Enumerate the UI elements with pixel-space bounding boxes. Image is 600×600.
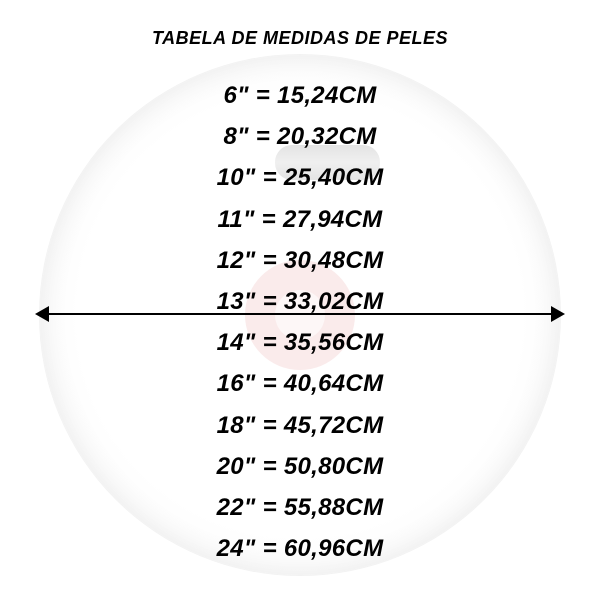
inches-value: 8" <box>223 123 248 150</box>
inches-value: 18" <box>217 412 256 439</box>
measurement-row: 14" = 35,56CM <box>0 331 600 355</box>
cm-value: 27,94CM <box>283 206 382 233</box>
measurement-row: 8" = 20,32CM <box>0 125 600 149</box>
measurement-list: 6" = 15,24CM 8" = 20,32CM 10" = 25,40CM … <box>0 84 600 578</box>
measurement-row: 20" = 50,80CM <box>0 455 600 479</box>
inches-value: 24" <box>217 535 256 562</box>
cm-value: 40,64CM <box>284 370 383 397</box>
cm-value: 55,88CM <box>284 494 383 521</box>
inches-value: 14" <box>217 329 256 356</box>
measurement-row: 24" = 60,96CM <box>0 537 600 561</box>
measurement-row: 16" = 40,64CM <box>0 372 600 396</box>
cm-value: 20,32CM <box>277 123 376 150</box>
cm-value: 60,96CM <box>284 535 383 562</box>
measurement-row: 12" = 30,48CM <box>0 249 600 273</box>
inches-value: 16" <box>217 370 256 397</box>
cm-value: 35,56CM <box>284 329 383 356</box>
measurement-row: 18" = 45,72CM <box>0 414 600 438</box>
measurement-row: 6" = 15,24CM <box>0 84 600 108</box>
inches-value: 22" <box>217 494 256 521</box>
cm-value: 15,24CM <box>277 82 376 109</box>
cm-value: 45,72CM <box>284 412 383 439</box>
inches-value: 20" <box>217 453 256 480</box>
measurement-row: 22" = 55,88CM <box>0 496 600 520</box>
inches-value: 11" <box>218 206 255 233</box>
inches-value: 6" <box>223 82 248 109</box>
cm-value: 33,02CM <box>284 288 383 315</box>
inches-value: 12" <box>217 247 256 274</box>
inches-value: 13" <box>217 288 256 315</box>
measurement-row: 11" = 27,94CM <box>0 208 600 232</box>
cm-value: 30,48CM <box>284 247 383 274</box>
measurement-row: 13" = 33,02CM <box>0 290 600 314</box>
inches-value: 10" <box>217 164 256 191</box>
cm-value: 50,80CM <box>284 453 383 480</box>
cm-value: 25,40CM <box>284 164 383 191</box>
page-title: TABELA DE MEDIDAS DE PELES <box>0 28 600 49</box>
measurement-row: 10" = 25,40CM <box>0 166 600 190</box>
